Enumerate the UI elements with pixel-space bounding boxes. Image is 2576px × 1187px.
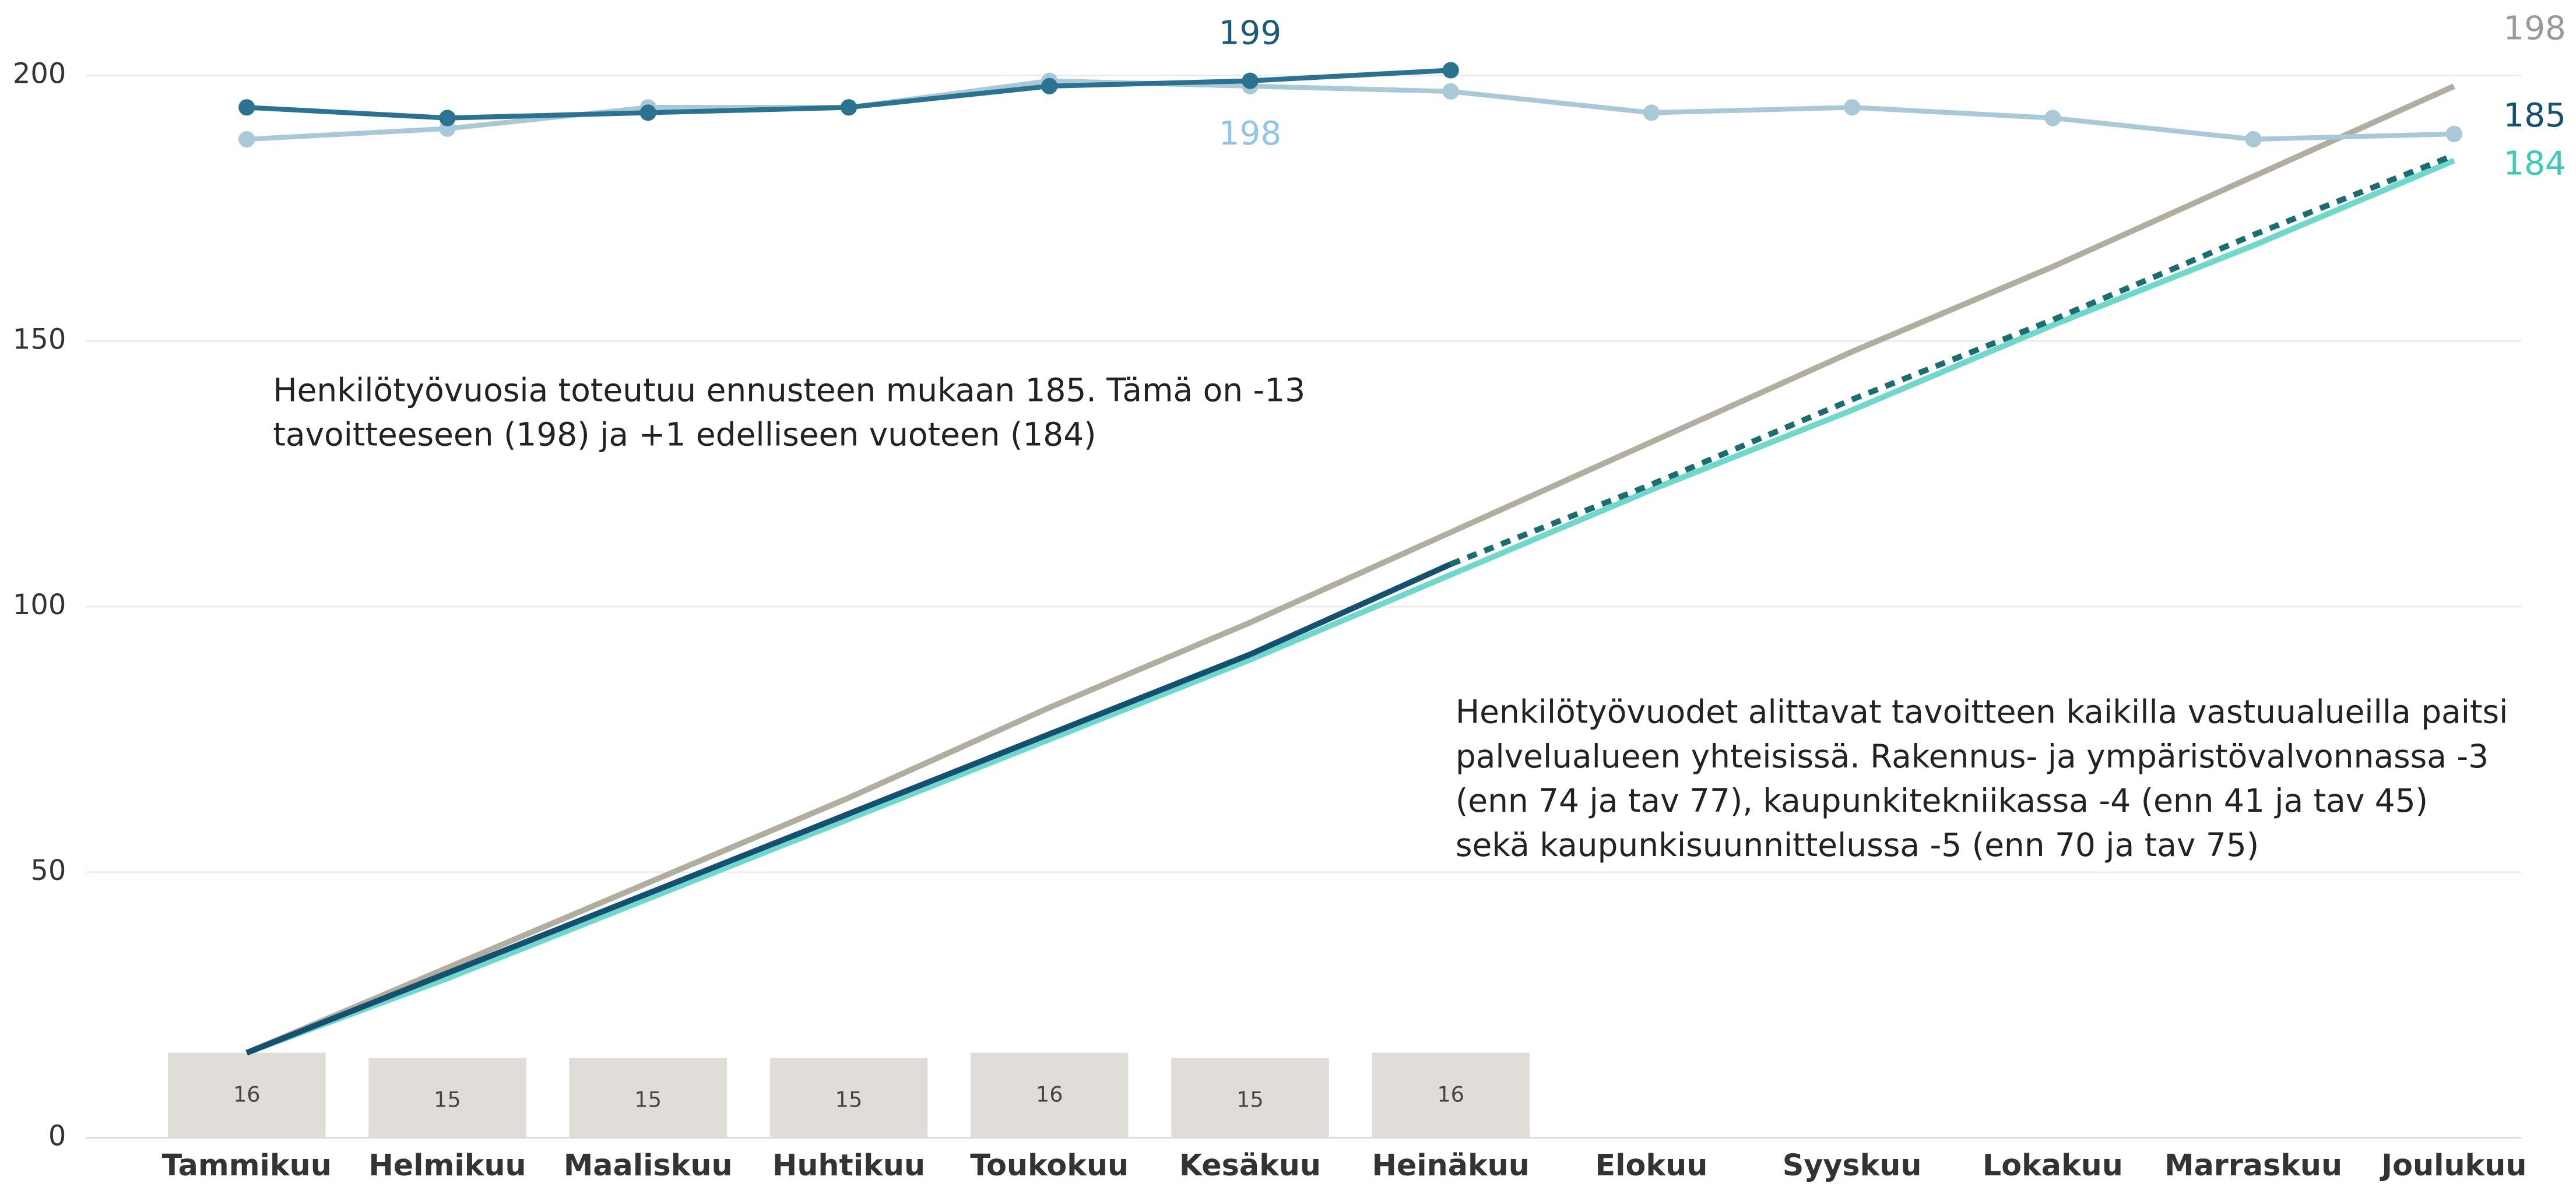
data-label: 185 bbox=[2503, 97, 2566, 135]
bar-label: 15 bbox=[835, 1087, 863, 1112]
point bbox=[840, 99, 858, 116]
y-tick-label: 100 bbox=[13, 589, 66, 621]
point bbox=[1643, 104, 1660, 121]
series-line bbox=[247, 78, 2454, 142]
bar-label: 15 bbox=[434, 1087, 461, 1112]
annotation: Henkilötyövuosia toteutuu ennusteen muka… bbox=[273, 371, 1305, 408]
x-tick-label: Maaliskuu bbox=[564, 1148, 733, 1182]
bar-label: 16 bbox=[1036, 1082, 1063, 1107]
point bbox=[439, 110, 456, 126]
x-tick-label: Kesäkuu bbox=[1179, 1148, 1321, 1182]
point bbox=[639, 104, 656, 121]
y-tick-label: 0 bbox=[48, 1120, 66, 1152]
x-tick-label: Heinäkuu bbox=[1372, 1148, 1529, 1182]
point bbox=[1041, 78, 1058, 94]
annotation: (enn 74 ja tav 77), kaupunkitekniikassa … bbox=[1456, 782, 2428, 819]
annotation: sekä kaupunkisuunnittelussa -5 (enn 70 j… bbox=[1456, 826, 2259, 864]
data-label: 184 bbox=[2503, 145, 2566, 183]
x-tick-label: Lokakuu bbox=[1983, 1148, 2123, 1182]
series-line bbox=[245, 83, 2455, 1056]
x-tick-label: Elokuu bbox=[1595, 1148, 1708, 1182]
annotation: palvelualueen yhteisissä. Rakennus- ja y… bbox=[1456, 738, 2489, 775]
y-tick-label: 200 bbox=[13, 58, 66, 90]
point bbox=[1442, 62, 1459, 79]
bar bbox=[1372, 1052, 1530, 1138]
x-tick-label: Syyskuu bbox=[1783, 1148, 1922, 1182]
point bbox=[238, 99, 255, 116]
bar-label: 15 bbox=[1236, 1087, 1264, 1112]
data-label: 199 bbox=[1219, 14, 1282, 52]
point bbox=[1844, 99, 1861, 116]
bar-label: 16 bbox=[1437, 1082, 1464, 1107]
data-label: 198 bbox=[1219, 115, 1282, 153]
series-line bbox=[245, 561, 1452, 1056]
x-tick-label: Tammikuu bbox=[162, 1148, 332, 1182]
point bbox=[2445, 125, 2462, 142]
point bbox=[2044, 110, 2061, 126]
x-tick-label: Marraskuu bbox=[2164, 1148, 2342, 1182]
x-tick-label: Huhtikuu bbox=[772, 1148, 925, 1182]
bar bbox=[970, 1052, 1129, 1138]
annotation: tavoitteeseen (198) ja +1 edelliseen vuo… bbox=[273, 416, 1096, 453]
bar-label: 16 bbox=[233, 1082, 261, 1107]
data-label: 198 bbox=[2503, 10, 2566, 48]
series-line bbox=[245, 157, 2455, 1056]
point bbox=[2245, 131, 2262, 148]
point bbox=[238, 131, 255, 148]
x-tick-label: Helmikuu bbox=[368, 1148, 526, 1182]
bar-label: 15 bbox=[634, 1087, 662, 1112]
bar bbox=[769, 1058, 928, 1138]
x-tick-label: Joulukuu bbox=[2380, 1148, 2526, 1182]
y-tick-label: 150 bbox=[13, 323, 66, 355]
bar bbox=[168, 1052, 326, 1138]
point bbox=[1242, 72, 1259, 89]
y-tick-label: 50 bbox=[30, 855, 66, 887]
bar bbox=[1171, 1058, 1329, 1138]
series-line bbox=[1449, 152, 2455, 567]
x-tick-label: Toukokuu bbox=[970, 1148, 1129, 1182]
bar bbox=[368, 1058, 526, 1138]
point bbox=[1442, 83, 1459, 100]
annotation: Henkilötyövuodet alittavat tavoitteen ka… bbox=[1456, 693, 2508, 731]
bar bbox=[569, 1058, 727, 1138]
